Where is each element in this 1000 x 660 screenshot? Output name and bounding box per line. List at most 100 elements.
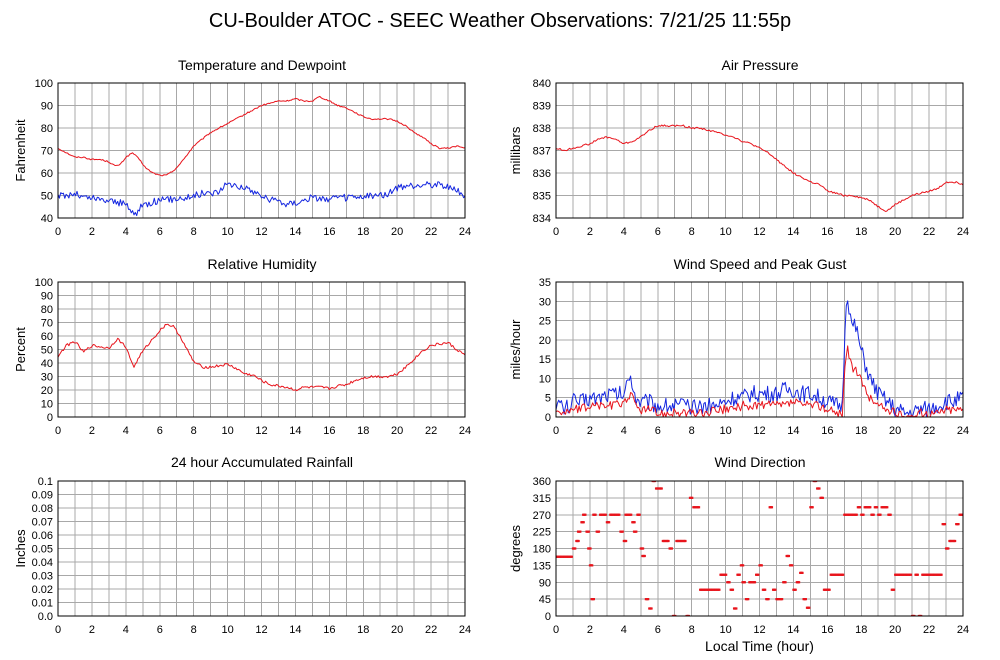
- direction-point: [957, 523, 960, 526]
- x-tick-label: 22: [923, 425, 935, 437]
- plot-area: [556, 481, 963, 616]
- direction-point: [728, 581, 731, 584]
- direction-point: [604, 513, 607, 516]
- x-tick-label: 24: [459, 624, 471, 636]
- direction-point: [691, 496, 694, 499]
- direction-point: [592, 598, 596, 601]
- x-tick-label: 12: [255, 624, 267, 636]
- x-tick-label: 0: [55, 624, 61, 636]
- y-tick-label: 70: [41, 146, 53, 158]
- x-tick-label: 22: [425, 624, 437, 636]
- x-tick-label: 8: [191, 425, 197, 437]
- y-tick-label: 20: [539, 335, 551, 347]
- y-tick-label: 25: [539, 316, 551, 328]
- y-tick-label: 80: [41, 123, 53, 135]
- y-axis-label: Fahrenheit: [13, 119, 28, 182]
- x-tick-label: 18: [357, 425, 369, 437]
- direction-point: [920, 614, 923, 616]
- plot-frame: [57, 281, 466, 418]
- direction-point: [916, 573, 919, 576]
- direction-point: [865, 506, 869, 509]
- direction-point: [579, 530, 582, 533]
- direction-point: [947, 547, 950, 550]
- x-tick-label: 20: [889, 624, 901, 636]
- direction-point: [635, 530, 638, 533]
- direction-point: [694, 506, 697, 509]
- direction-point: [647, 598, 650, 601]
- x-tick-label: 10: [221, 226, 233, 238]
- direction-point: [926, 573, 930, 576]
- x-tick-label: 8: [689, 425, 695, 437]
- direction-point: [913, 614, 916, 616]
- y-tick-label: 135: [533, 560, 551, 572]
- direction-point: [770, 506, 774, 509]
- x-tick-label: 16: [821, 624, 833, 636]
- x-tick-label: 14: [787, 624, 799, 636]
- x-tick-label: 6: [655, 624, 661, 636]
- direction-point: [601, 513, 604, 516]
- direction-point: [794, 588, 797, 591]
- direction-point: [664, 539, 667, 543]
- chart-rain: 24 hour Accumulated Rainfall0.00.010.020…: [13, 454, 471, 636]
- y-tick-label: 100: [35, 277, 53, 289]
- series-line: [58, 323, 465, 392]
- direction-point: [821, 496, 824, 499]
- direction-point: [889, 513, 892, 516]
- direction-point: [557, 555, 560, 558]
- y-tick-label: 100: [35, 78, 53, 90]
- direction-point: [954, 539, 957, 543]
- direction-point: [611, 513, 614, 516]
- x-tick-label: 18: [855, 425, 867, 437]
- y-tick-label: 270: [533, 510, 551, 522]
- direction-point: [896, 573, 899, 576]
- y-tick-label: 0.06: [32, 530, 53, 542]
- y-tick-label: 0.07: [32, 517, 53, 529]
- direction-point: [879, 513, 882, 516]
- direction-point: [869, 506, 872, 509]
- direction-point: [704, 588, 707, 591]
- direction-point: [937, 573, 940, 576]
- y-tick-label: 90: [41, 101, 53, 113]
- direction-point: [801, 571, 804, 574]
- y-tick-label: 30: [41, 372, 53, 384]
- direction-point: [784, 581, 787, 584]
- direction-point: [597, 530, 601, 533]
- direction-point: [933, 573, 936, 576]
- direction-point: [697, 506, 701, 509]
- direction-point: [614, 513, 618, 516]
- direction-point: [714, 588, 718, 591]
- y-tick-label: 0.1: [38, 476, 53, 488]
- x-tick-label: 20: [391, 226, 403, 238]
- chart-title: Relative Humidity: [208, 256, 317, 272]
- direction-point: [589, 547, 592, 550]
- direction-point: [814, 481, 818, 483]
- x-tick-label: 24: [459, 425, 471, 437]
- series-line: [556, 300, 963, 417]
- direction-point: [742, 564, 745, 567]
- y-tick-label: 40: [41, 358, 53, 370]
- y-axis-label: millibars: [508, 126, 523, 174]
- x-tick-label: 6: [157, 226, 163, 238]
- x-tick-label: 2: [89, 425, 95, 437]
- x-tick-label: 14: [787, 226, 799, 238]
- x-tick-label: 22: [425, 226, 437, 238]
- y-tick-label: 60: [41, 331, 53, 343]
- direction-point: [828, 588, 831, 591]
- x-tick-label: 22: [425, 425, 437, 437]
- direction-point: [808, 606, 811, 609]
- chart-title: 24 hour Accumulated Rainfall: [171, 454, 353, 470]
- y-tick-label: 838: [533, 123, 551, 135]
- direction-point: [855, 513, 858, 516]
- direction-point: [825, 588, 828, 591]
- direction-point: [835, 573, 838, 576]
- direction-point: [677, 539, 680, 543]
- x-tick-label: 10: [719, 226, 731, 238]
- y-tick-label: 0.0: [38, 611, 53, 623]
- y-tick-label: 10: [539, 373, 551, 385]
- x-tick-label: 18: [357, 226, 369, 238]
- direction-point: [960, 513, 963, 516]
- direction-point: [674, 614, 677, 616]
- x-tick-label: 2: [89, 226, 95, 238]
